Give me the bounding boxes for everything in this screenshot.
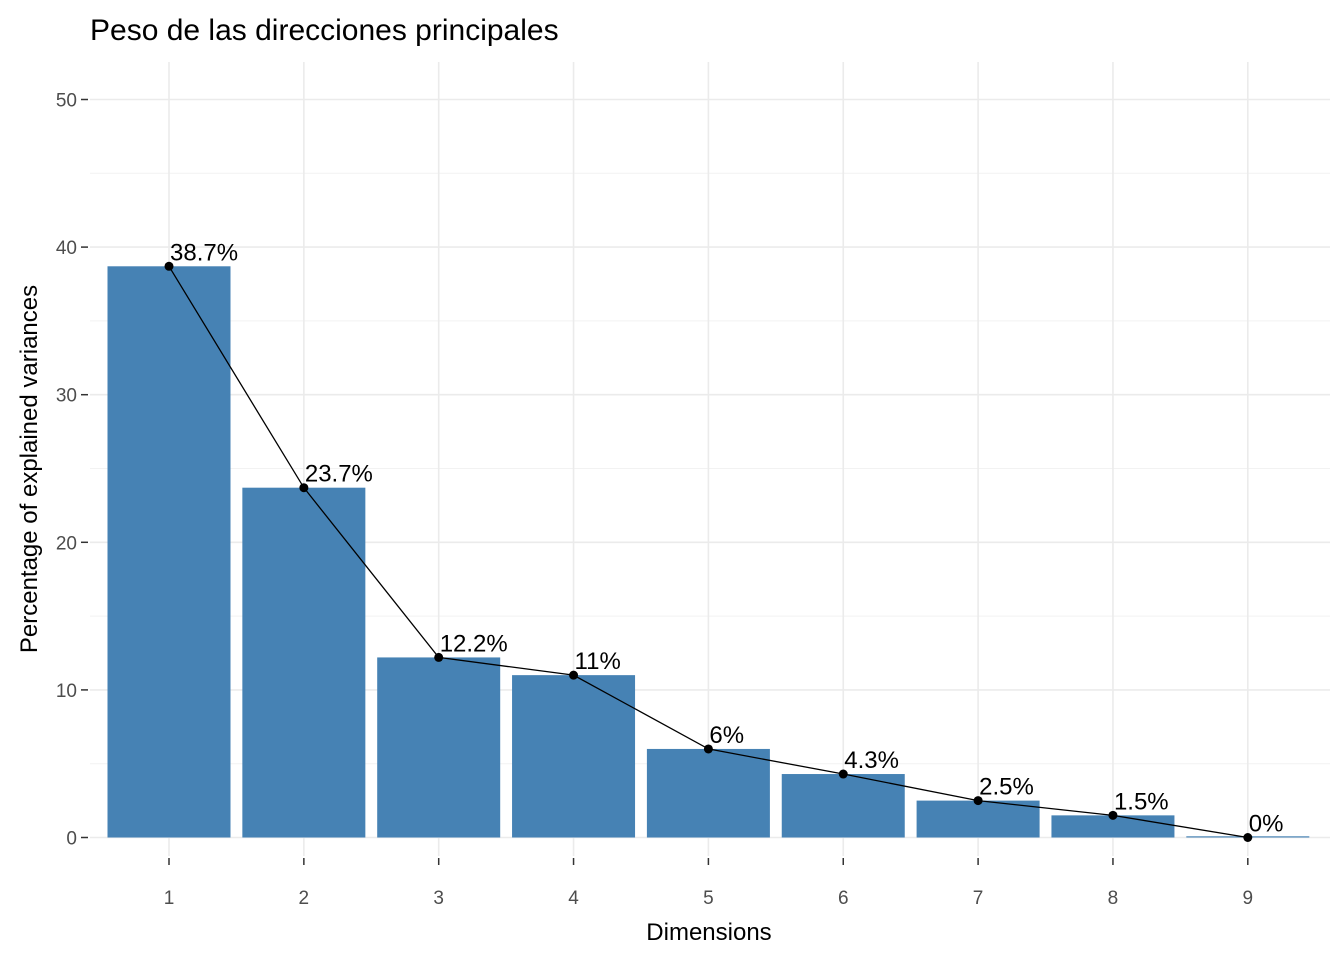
y-tick-label: 30	[56, 386, 77, 407]
variance-points	[164, 261, 1253, 842]
data-label: 1.5%	[1114, 788, 1169, 815]
chart-title: Peso de las direcciones principales	[90, 14, 559, 47]
y-axis-title: Percentage of explained variances	[16, 285, 43, 653]
bar	[512, 675, 636, 838]
y-tick-label: 20	[56, 533, 77, 554]
x-axis: 1 2 3 4 5 6 7 8 9	[164, 858, 1253, 909]
data-point	[434, 652, 444, 662]
x-tick-label: 9	[1243, 888, 1254, 909]
data-label: 11%	[575, 648, 621, 675]
data-point	[164, 261, 174, 271]
bar	[781, 774, 905, 838]
data-point	[703, 744, 713, 754]
data-label: 6%	[709, 722, 744, 749]
x-tick-label: 2	[299, 888, 310, 909]
data-point	[973, 796, 983, 806]
x-tick-label: 4	[568, 888, 579, 909]
x-axis-title: Dimensions	[646, 919, 771, 946]
data-point	[1108, 810, 1118, 820]
data-point	[569, 670, 579, 680]
data-label: 12.2%	[440, 630, 508, 657]
data-labels: 38.7% 23.7% 12.2% 11% 6% 4.3% 2.5% 1.5% 0%	[170, 239, 1283, 837]
data-label: 4.3%	[844, 747, 899, 774]
x-tick-label: 3	[433, 888, 444, 909]
data-point	[1243, 833, 1253, 842]
y-tick-label: 40	[56, 238, 77, 259]
y-tick-label: 50	[56, 91, 77, 112]
bar	[646, 748, 770, 838]
bar	[916, 800, 1040, 838]
y-tick-label: 10	[56, 681, 77, 702]
data-label: 38.7%	[170, 239, 238, 266]
bar	[377, 657, 501, 838]
y-axis: 0 10 20 30 40 50	[56, 91, 88, 850]
data-label: 23.7%	[305, 461, 373, 488]
y-tick-label: 0	[66, 829, 77, 850]
bar	[242, 487, 366, 838]
x-tick-label: 5	[703, 888, 714, 909]
x-tick-label: 6	[838, 888, 849, 909]
x-tick-label: 7	[973, 888, 984, 909]
bar	[107, 266, 231, 838]
data-point	[299, 483, 309, 493]
x-tick-label: 1	[164, 888, 175, 909]
x-tick-label: 8	[1108, 888, 1119, 909]
data-label: 0%	[1249, 811, 1284, 838]
data-point	[838, 769, 848, 779]
data-label: 2.5%	[979, 774, 1034, 801]
bars	[107, 266, 1310, 838]
